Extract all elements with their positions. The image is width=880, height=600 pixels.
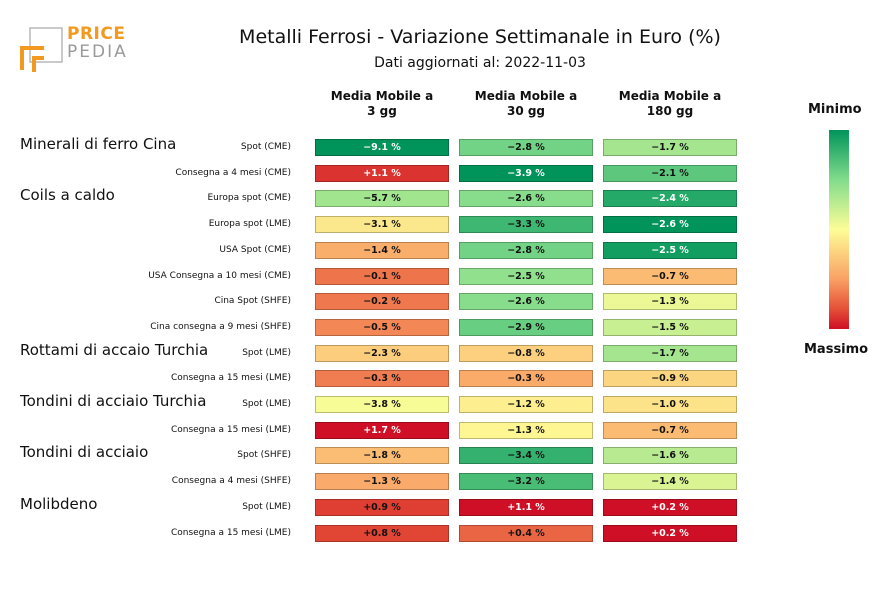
heatmap-cell: −1.2 %: [459, 396, 593, 413]
heatmap-cell: −1.6 %: [603, 447, 737, 465]
group-label: Coils a caldo: [20, 186, 115, 205]
chart-subtitle: Dati aggiornati al: 2022-11-03: [374, 55, 586, 71]
pricepedia-logo: PRICE PEDIA: [20, 24, 130, 74]
heatmap-cell: −3.4 %: [459, 447, 593, 465]
heatmap-cell: −1.5 %: [603, 318, 737, 336]
heatmap-cell: −0.7 %: [603, 267, 737, 285]
heatmap-cell: −3.2 %: [459, 473, 593, 491]
group-label: Molibdeno: [20, 494, 98, 513]
heatmap-cell: +1.1 %: [315, 164, 449, 182]
heatmap-cell: +1.1 %: [459, 498, 593, 516]
group-label: Tondini di acciaio Turchia: [20, 392, 207, 410]
heatmap-cell: −0.7 %: [603, 421, 737, 439]
heatmap-cell: −1.4 %: [315, 241, 449, 259]
chart-title: Metalli Ferrosi - Variazione Settimanale…: [239, 26, 721, 48]
heatmap-cell: −3.3 %: [459, 216, 593, 234]
heatmap-cell: −1.3 %: [315, 473, 449, 491]
heatmap-cell: −1.3 %: [459, 421, 593, 439]
heatmap-cell: −2.5 %: [459, 267, 593, 285]
row-label: Cina consegna a 9 mesi (SHFE): [150, 321, 291, 332]
logo-word-price: PRICE: [67, 24, 126, 44]
column-header-period: 3 gg: [367, 104, 397, 118]
heatmap-cell: −2.4 %: [603, 190, 737, 208]
heatmap-cell: −1.8 %: [315, 447, 449, 465]
heatmap-cell: −3.9 %: [459, 164, 593, 182]
heatmap-cell: −0.5 %: [315, 318, 449, 336]
heatmap-cell: −9.1 %: [315, 139, 449, 156]
row-label: Consegna a 15 mesi (LME): [170, 373, 291, 384]
row-label: Spot (LME): [242, 399, 291, 409]
row-label: Cina Spot (SHFE): [214, 296, 291, 307]
column-header-line: Media Mobile a: [474, 89, 578, 103]
row-label: Consegna a 15 mesi (LME): [170, 424, 291, 435]
heatmap-cell: −2.1 %: [603, 164, 737, 182]
column-header-2: Media Mobile a 30 gg: [451, 89, 601, 119]
column-header-period: 30 gg: [506, 104, 546, 118]
logo-word-pedia: PEDIA: [67, 42, 128, 62]
row-label: Spot (LME): [242, 501, 291, 512]
heatmap-cell: −0.8 %: [459, 344, 593, 362]
group-label: Rottami di accaio Turchia: [20, 340, 209, 359]
row-label: Spot (SHFE): [237, 450, 291, 461]
heatmap-cell: +0.2 %: [603, 498, 737, 516]
heatmap-cell: −0.3 %: [459, 370, 593, 388]
row-label: Europa spot (CME): [207, 193, 291, 204]
heatmap-cell: −1.0 %: [603, 396, 737, 413]
heatmap-cell: −2.9 %: [459, 318, 593, 336]
heatmap-cell: −0.1 %: [315, 267, 449, 285]
heatmap-cell: −2.5 %: [603, 241, 737, 259]
heatmap-cell: −2.6 %: [459, 293, 593, 311]
heatmap-cell: −1.3 %: [603, 293, 737, 311]
heatmap-cell: −1.4 %: [603, 473, 737, 491]
heatmap-cell: −0.2 %: [315, 293, 449, 311]
legend-min-label: Minimo: [808, 102, 862, 117]
heatmap-cell: −2.8 %: [459, 139, 593, 156]
heatmap-cell: +0.4 %: [459, 524, 593, 542]
row-label: Consegna a 4 mesi (SHFE): [171, 476, 291, 487]
heatmap-cell: −5.7 %: [315, 190, 449, 208]
column-header-line: Media Mobile a: [330, 89, 434, 103]
heatmap-cell: +0.2 %: [603, 524, 737, 542]
heatmap-cell: −3.1 %: [315, 216, 449, 234]
row-label: USA Consegna a 10 mesi (CME): [148, 270, 291, 281]
row-label: Spot (LME): [242, 347, 291, 358]
column-header-line: Media Mobile a: [618, 89, 722, 103]
row-label: Spot (CME): [240, 142, 291, 152]
legend-color-bar: [829, 130, 849, 329]
heatmap-cell: −0.9 %: [603, 370, 737, 388]
heatmap-cell: −1.7 %: [603, 344, 737, 362]
heatmap-cell: +0.9 %: [315, 498, 449, 516]
heatmap-cell: −1.7 %: [603, 139, 737, 156]
heatmap-cell: −2.3 %: [315, 344, 449, 362]
heatmap-cell: −0.3 %: [315, 370, 449, 388]
column-header-3: Media Mobile a 180 gg: [595, 89, 745, 119]
row-label: Consegna a 4 mesi (CME): [175, 167, 291, 178]
heatmap-cell: −2.6 %: [603, 216, 737, 234]
column-header-period: 180 gg: [646, 104, 694, 118]
row-label: Consegna a 15 mesi (LME): [170, 527, 291, 538]
row-label: USA Spot (CME): [219, 244, 291, 255]
row-label: Europa spot (LME): [208, 219, 291, 230]
logo-mark-icon: [20, 27, 63, 72]
group-label: Tondini di acciaio: [20, 443, 149, 462]
heatmap-cell: −2.8 %: [459, 241, 593, 259]
group-label: Minerali di ferro Cina: [20, 135, 177, 153]
heatmap-cell: −2.6 %: [459, 190, 593, 208]
heatmap-cell: +1.7 %: [315, 421, 449, 439]
heatmap-cell: +0.8 %: [315, 524, 449, 542]
legend-max-label: Massimo: [804, 342, 869, 357]
heatmap-cell: −3.8 %: [315, 396, 449, 413]
